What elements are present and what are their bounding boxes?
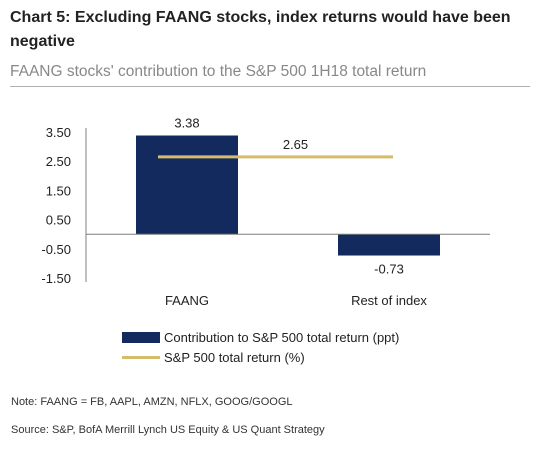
legend-label-contribution: Contribution to S&P 500 total return (pp… — [164, 329, 400, 345]
bar-chart: 3.50 2.50 1.50 0.50 -0.50 -1.50 3.38 -0.73 2.65 F… — [41, 116, 490, 308]
legend-bar-swatch — [122, 331, 160, 343]
bar-rest-of-index — [338, 234, 440, 256]
legend-line-swatch — [122, 355, 160, 359]
bar-faang — [136, 135, 238, 235]
y-tick-label: -1.50 — [41, 271, 71, 286]
chart-title: Chart 5: Excluding FAANG stocks, index r… — [10, 9, 511, 50]
y-tick-label: 0.50 — [46, 213, 71, 228]
x-category-label: Rest of index — [351, 293, 427, 308]
bar-data-label: 3.38 — [174, 116, 199, 131]
legend-label-total-return: S&P 500 total return (%) — [164, 349, 305, 365]
chart-area: 3.50 2.50 1.50 0.50 -0.50 -1.50 3.38 -0.73 2.65 F… — [0, 100, 543, 320]
chart-source: Source: S&P, BofA Merrill Lynch US Equit… — [11, 424, 325, 436]
title-divider — [10, 86, 530, 87]
legend-item-contribution: Contribution to S&P 500 total return (pp… — [122, 327, 399, 347]
chart-subtitle: FAANG stocks' contribution to the S&P 50… — [10, 63, 427, 80]
y-tick-label: -0.50 — [41, 242, 71, 257]
legend: Contribution to S&P 500 total return (pp… — [122, 327, 399, 367]
x-category-label: FAANG — [165, 293, 209, 308]
bar-data-label: -0.73 — [374, 262, 404, 277]
y-tick-label: 1.50 — [46, 183, 71, 198]
legend-item-total-return: S&P 500 total return (%) — [122, 347, 399, 367]
line-data-label: 2.65 — [283, 137, 308, 152]
y-tick-label: 3.50 — [46, 125, 71, 140]
y-tick-label: 2.50 — [46, 154, 71, 169]
chart-note: Note: FAANG = FB, AAPL, AMZN, NFLX, GOOG… — [11, 396, 293, 408]
